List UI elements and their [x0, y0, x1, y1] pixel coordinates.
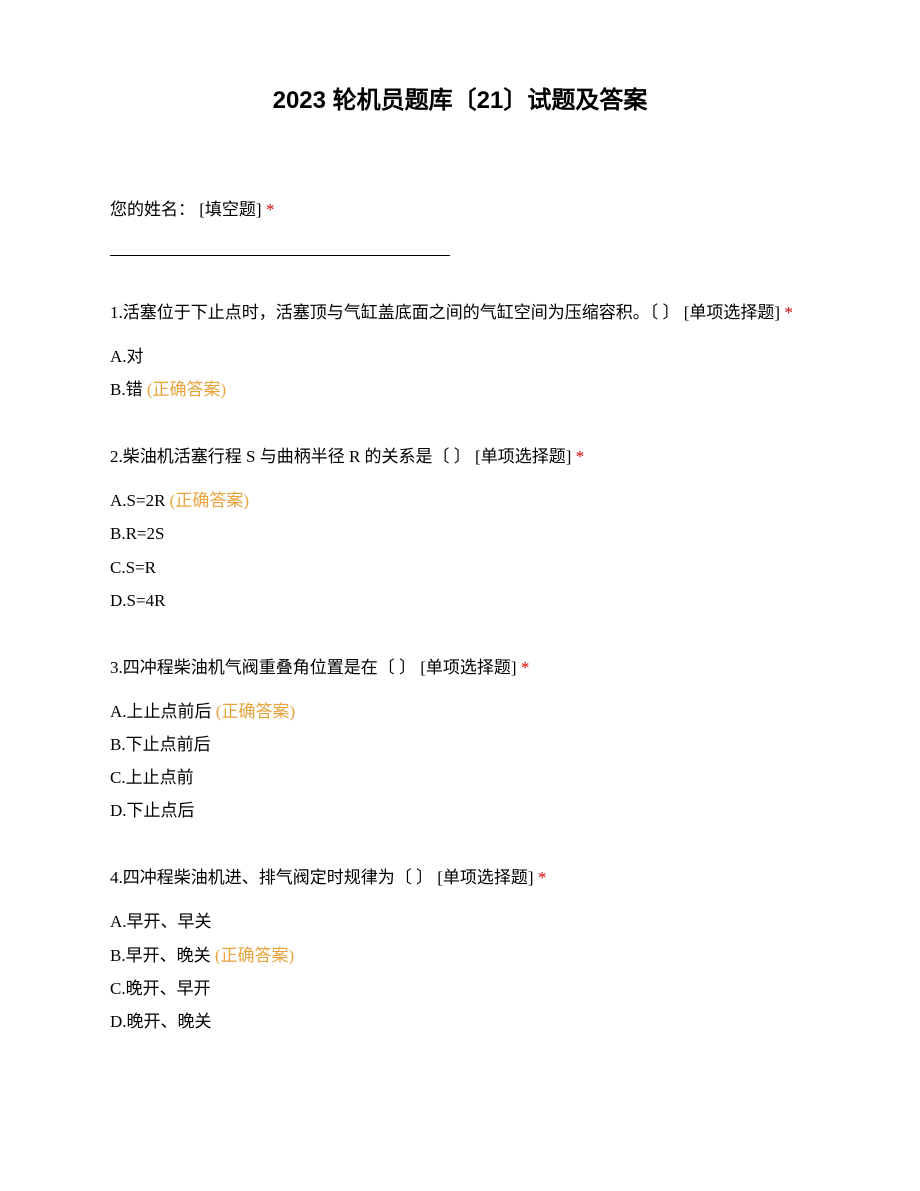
option-label: C.上止点前 — [110, 768, 194, 787]
required-marker: * — [534, 868, 547, 887]
option-label: B.下止点前后 — [110, 735, 211, 754]
option-d[interactable]: D.S=4R — [110, 584, 810, 617]
required-marker: * — [571, 447, 584, 466]
option-b[interactable]: B.下止点前后 — [110, 728, 810, 761]
option-label: D.晚开、晚关 — [110, 1012, 212, 1031]
option-a[interactable]: A.早开、早关 — [110, 905, 810, 938]
name-section: 您的姓名： [填空题] * — [110, 195, 810, 256]
name-input-underline[interactable] — [110, 238, 450, 256]
page-title: 2023 轮机员题库〔21〕试题及答案 — [110, 80, 810, 115]
question-3: 3.四冲程柴油机气阀重叠角位置是在〔 〕 [单项选择题] * A.上止点前后 (… — [110, 651, 810, 828]
option-b[interactable]: B.早开、晚关 (正确答案) — [110, 939, 810, 972]
option-d[interactable]: D.晚开、晚关 — [110, 1005, 810, 1038]
option-label: C.晚开、早开 — [110, 979, 211, 998]
option-label: A.上止点前后 — [110, 702, 212, 721]
question-text: 3.四冲程柴油机气阀重叠角位置是在〔 〕 [单项选择题] — [110, 658, 517, 677]
correct-answer-label: (正确答案) — [212, 702, 296, 721]
name-label: 您的姓名： [填空题] — [110, 200, 262, 219]
option-label: B.R=2S — [110, 524, 164, 543]
option-label: D.S=4R — [110, 591, 165, 610]
option-label: A.早开、早关 — [110, 912, 212, 931]
correct-answer-label: (正确答案) — [211, 946, 295, 965]
option-label: A.S=2R — [110, 491, 165, 510]
option-b[interactable]: B.错 (正确答案) — [110, 373, 810, 406]
option-label: B.错 — [110, 380, 143, 399]
question-text: 1.活塞位于下止点时，活塞顶与气缸盖底面之间的气缸空间为压缩容积。〔 〕 [单项… — [110, 303, 780, 322]
option-label: A.对 — [110, 347, 144, 366]
question-4: 4.四冲程柴油机进、排气阀定时规律为〔 〕 [单项选择题] * A.早开、早关 … — [110, 861, 810, 1038]
question-1: 1.活塞位于下止点时，活塞顶与气缸盖底面之间的气缸空间为压缩容积。〔 〕 [单项… — [110, 296, 810, 406]
option-b[interactable]: B.R=2S — [110, 517, 810, 550]
required-marker: * — [780, 303, 793, 322]
question-text: 2.柴油机活塞行程 S 与曲柄半径 R 的关系是〔 〕 [单项选择题] — [110, 447, 571, 466]
question-2: 2.柴油机活塞行程 S 与曲柄半径 R 的关系是〔 〕 [单项选择题] * A.… — [110, 440, 810, 617]
correct-answer-label: (正确答案) — [165, 491, 249, 510]
option-c[interactable]: C.晚开、早开 — [110, 972, 810, 1005]
correct-answer-label: (正确答案) — [143, 380, 227, 399]
option-label: B.早开、晚关 — [110, 946, 211, 965]
option-c[interactable]: C.S=R — [110, 551, 810, 584]
option-label: C.S=R — [110, 558, 156, 577]
option-a[interactable]: A.对 — [110, 340, 810, 373]
option-c[interactable]: C.上止点前 — [110, 761, 810, 794]
required-marker: * — [262, 200, 275, 219]
option-label: D.下止点后 — [110, 801, 195, 820]
required-marker: * — [517, 658, 530, 677]
option-a[interactable]: A.上止点前后 (正确答案) — [110, 695, 810, 728]
option-a[interactable]: A.S=2R (正确答案) — [110, 484, 810, 517]
question-text: 4.四冲程柴油机进、排气阀定时规律为〔 〕 [单项选择题] — [110, 868, 534, 887]
option-d[interactable]: D.下止点后 — [110, 794, 810, 827]
